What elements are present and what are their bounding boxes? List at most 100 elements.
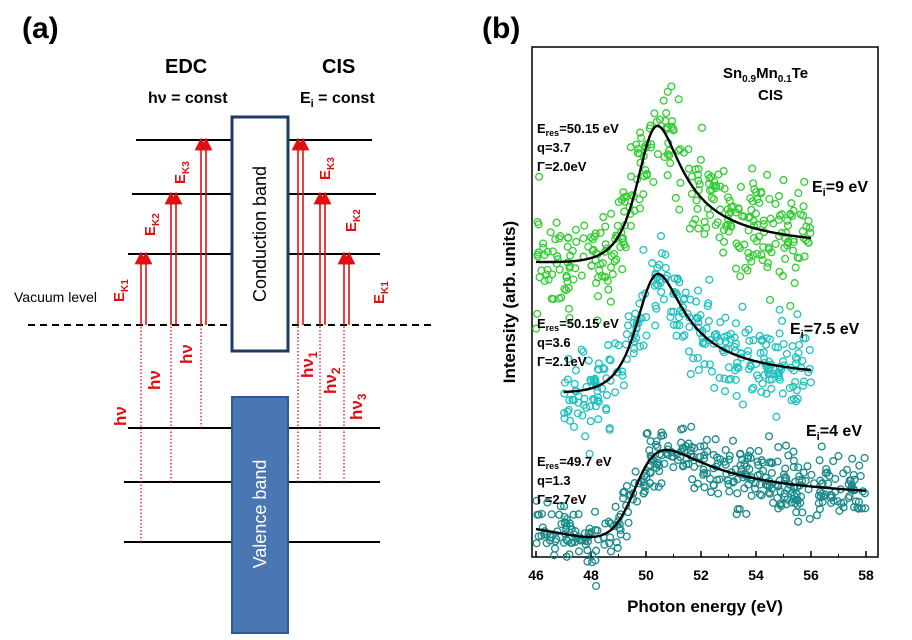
data-point	[565, 550, 574, 559]
data-point	[602, 404, 611, 413]
data-point	[860, 453, 869, 463]
data-point	[665, 151, 674, 160]
data-point	[693, 353, 702, 362]
data-point	[535, 172, 544, 181]
data-point	[694, 176, 703, 185]
data-point	[651, 321, 660, 330]
data-point	[760, 370, 769, 380]
data-point	[771, 199, 780, 208]
data-point	[757, 387, 766, 396]
data-point	[563, 242, 572, 251]
data-point	[707, 193, 716, 202]
data-point	[767, 248, 776, 257]
data-point	[579, 234, 588, 243]
data-point	[572, 237, 581, 246]
data-point	[767, 468, 776, 478]
data-point	[775, 305, 784, 314]
panel-a: (a) EDC hν = const CIS Ei = const Vacuum…	[14, 12, 436, 634]
x-tick-label: 56	[803, 567, 819, 583]
data-point	[669, 452, 678, 461]
data-point	[736, 272, 745, 281]
data-point	[714, 489, 723, 498]
plot-frame	[531, 46, 879, 558]
data-point	[675, 278, 684, 287]
data-point	[696, 155, 705, 164]
data-point	[663, 171, 672, 180]
data-point	[782, 474, 791, 483]
data-point	[688, 475, 697, 484]
data-point	[655, 115, 664, 124]
data-point	[657, 479, 666, 488]
data-point	[764, 369, 773, 378]
data-point	[848, 454, 857, 463]
data-point	[701, 339, 710, 349]
data-point	[778, 389, 787, 398]
data-point	[581, 432, 590, 441]
data-point	[606, 297, 615, 306]
data-point	[721, 221, 731, 231]
data-point	[777, 210, 786, 219]
cis-ek2-label: EK2	[343, 209, 363, 232]
data-point	[737, 212, 747, 221]
x-tick-label: 58	[858, 567, 874, 583]
data-point	[740, 459, 749, 468]
data-point	[564, 304, 573, 313]
data-point	[787, 199, 796, 208]
data-point	[749, 251, 758, 260]
data-point	[651, 440, 661, 449]
data-point	[699, 337, 708, 347]
data-point	[663, 87, 672, 96]
data-point	[566, 251, 575, 260]
data-point	[730, 333, 739, 342]
data-point	[687, 189, 696, 198]
x-tick-label: 50	[638, 567, 654, 583]
data-point	[552, 535, 561, 544]
data-point	[801, 334, 810, 343]
data-point	[569, 510, 578, 519]
data-point	[716, 336, 725, 346]
data-point	[548, 247, 557, 256]
data-point	[757, 456, 766, 465]
data-point	[606, 356, 615, 365]
data-point	[655, 467, 664, 476]
q-label: q=3.7	[537, 140, 571, 155]
data-point	[686, 370, 695, 379]
data-point	[584, 356, 593, 365]
data-point	[777, 316, 787, 325]
data-point	[666, 312, 675, 322]
data-point	[648, 259, 657, 268]
data-point	[765, 194, 774, 204]
data-point	[562, 535, 571, 544]
data-point	[751, 484, 760, 493]
data-point	[738, 400, 748, 409]
data-point	[795, 340, 804, 349]
data-point	[724, 455, 734, 464]
data-point	[635, 195, 644, 204]
data-point	[709, 480, 718, 489]
data-point	[805, 514, 814, 523]
data-point	[578, 411, 587, 420]
data-point	[801, 476, 810, 485]
data-point	[556, 502, 565, 511]
data-point	[636, 128, 645, 137]
data-point	[705, 186, 715, 195]
eres-label: Eres=50.15 eV	[537, 316, 619, 333]
data-point	[661, 263, 670, 273]
data-point	[789, 447, 798, 456]
data-point	[720, 457, 729, 466]
x-ticks: 46 48 50 52 54 56 58	[528, 551, 874, 583]
data-point	[687, 442, 696, 452]
data-point	[798, 356, 807, 365]
edc-hnu-label: hν	[145, 370, 164, 390]
data-point	[781, 441, 791, 450]
data-point	[565, 416, 575, 425]
data-point	[693, 286, 703, 295]
fit-curves	[535, 124, 867, 539]
data-point	[747, 385, 756, 394]
data-point	[592, 278, 601, 288]
data-point	[552, 218, 561, 227]
data-point	[710, 330, 719, 339]
data-point	[663, 123, 672, 132]
data-point	[629, 349, 638, 358]
data-point	[793, 310, 802, 319]
